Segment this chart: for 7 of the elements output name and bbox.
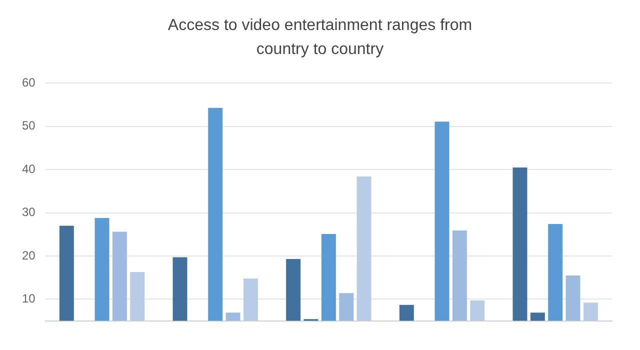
y-tick-label: 10 xyxy=(22,292,36,306)
y-tick-label: 60 xyxy=(22,76,36,90)
y-tick-label: 20 xyxy=(22,248,36,262)
chart-title: Access to video entertainment ranges from country to country xyxy=(166,16,474,60)
y-tick-label: 50 xyxy=(22,118,36,133)
y-tick-label: 30 xyxy=(22,205,36,220)
y-tick-label: 40 xyxy=(22,162,36,176)
